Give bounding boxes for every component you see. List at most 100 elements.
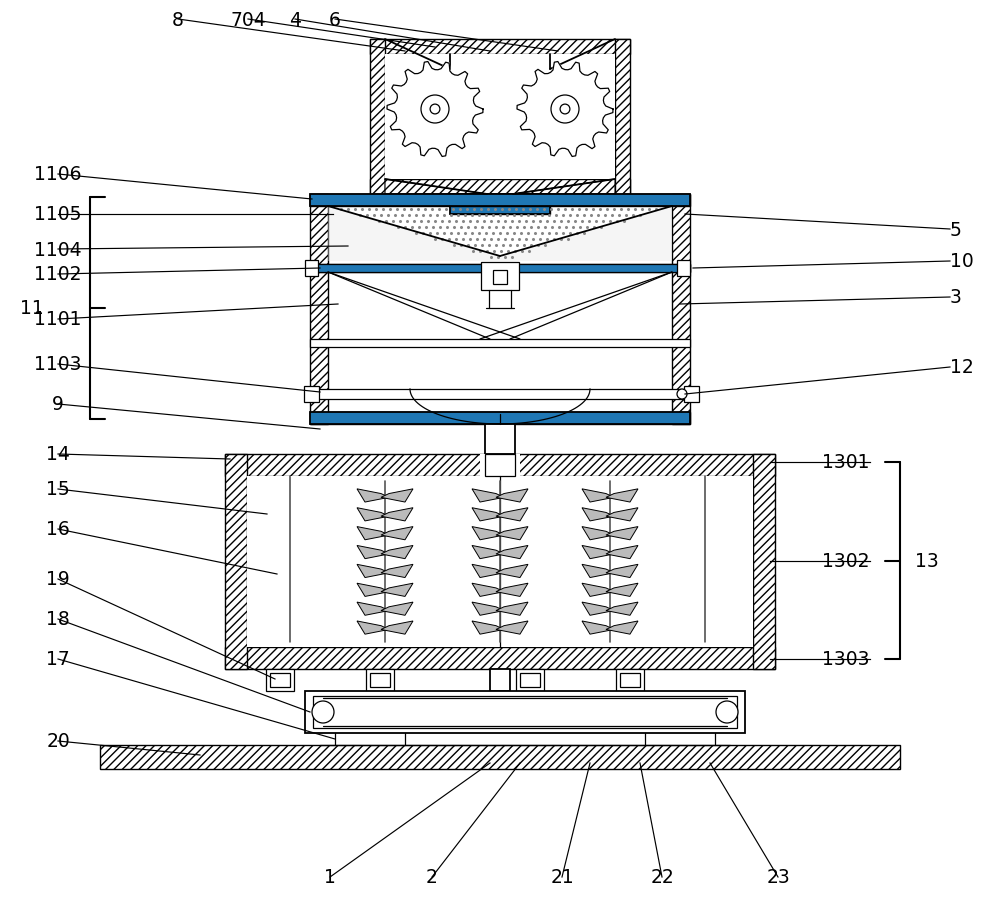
Bar bbox=[305, 261, 318, 276]
Text: 5: 5 bbox=[950, 220, 962, 239]
Polygon shape bbox=[606, 583, 638, 597]
Text: 3: 3 bbox=[950, 288, 962, 307]
Text: 16: 16 bbox=[46, 520, 70, 539]
Polygon shape bbox=[472, 602, 504, 616]
Text: 9: 9 bbox=[52, 396, 64, 414]
Text: 20: 20 bbox=[46, 731, 70, 750]
Polygon shape bbox=[357, 489, 389, 502]
Bar bbox=[616, 669, 644, 691]
Bar bbox=[310, 195, 690, 207]
Bar bbox=[481, 263, 519, 291]
Bar bbox=[310, 413, 690, 424]
Polygon shape bbox=[582, 527, 614, 540]
Polygon shape bbox=[606, 602, 638, 616]
Text: 22: 22 bbox=[650, 868, 674, 887]
Polygon shape bbox=[381, 621, 413, 635]
Bar bbox=[310, 195, 328, 424]
Text: 13: 13 bbox=[915, 552, 939, 571]
Bar bbox=[370, 40, 630, 55]
Bar bbox=[672, 195, 690, 424]
Text: 21: 21 bbox=[550, 868, 574, 887]
Bar bbox=[450, 195, 550, 215]
Polygon shape bbox=[381, 508, 413, 521]
Polygon shape bbox=[496, 508, 528, 521]
Bar bbox=[304, 386, 319, 403]
Bar bbox=[620, 674, 640, 687]
Polygon shape bbox=[357, 621, 389, 635]
Bar bbox=[493, 271, 507, 284]
Bar bbox=[485, 454, 515, 477]
Text: 1105: 1105 bbox=[34, 205, 82, 224]
Bar bbox=[370, 180, 630, 195]
Polygon shape bbox=[496, 527, 528, 540]
Text: 2: 2 bbox=[426, 868, 438, 887]
Text: 1: 1 bbox=[324, 868, 336, 887]
Bar bbox=[370, 40, 385, 195]
Text: 4: 4 bbox=[289, 11, 301, 30]
Polygon shape bbox=[517, 62, 613, 157]
Text: 1302: 1302 bbox=[822, 552, 870, 571]
Circle shape bbox=[421, 96, 449, 124]
Text: 23: 23 bbox=[766, 868, 790, 887]
Bar bbox=[270, 674, 290, 687]
Polygon shape bbox=[385, 180, 487, 195]
Text: 1102: 1102 bbox=[34, 265, 82, 284]
Bar bbox=[480, 454, 520, 477]
Polygon shape bbox=[606, 564, 638, 578]
Polygon shape bbox=[582, 508, 614, 521]
Polygon shape bbox=[606, 508, 638, 521]
Text: 10: 10 bbox=[950, 252, 974, 271]
Bar bbox=[225, 454, 775, 477]
Polygon shape bbox=[381, 545, 413, 559]
Polygon shape bbox=[381, 583, 413, 597]
Polygon shape bbox=[496, 545, 528, 559]
Polygon shape bbox=[472, 583, 504, 597]
Bar bbox=[310, 413, 690, 424]
Bar bbox=[677, 261, 690, 276]
Bar bbox=[310, 265, 690, 273]
Polygon shape bbox=[582, 602, 614, 616]
Polygon shape bbox=[357, 527, 389, 540]
Bar bbox=[247, 477, 753, 647]
Polygon shape bbox=[606, 545, 638, 559]
Text: 1104: 1104 bbox=[34, 240, 82, 259]
Bar bbox=[310, 195, 690, 207]
Text: 15: 15 bbox=[46, 480, 70, 499]
Bar bbox=[516, 669, 544, 691]
Text: 1101: 1101 bbox=[34, 310, 82, 329]
Polygon shape bbox=[357, 564, 389, 578]
Polygon shape bbox=[357, 583, 389, 597]
Text: 1301: 1301 bbox=[822, 453, 870, 472]
Bar bbox=[753, 454, 775, 669]
Polygon shape bbox=[357, 602, 389, 616]
Circle shape bbox=[312, 702, 334, 723]
Bar bbox=[366, 669, 394, 691]
Text: 1303: 1303 bbox=[822, 650, 870, 669]
Text: 17: 17 bbox=[46, 650, 70, 669]
Polygon shape bbox=[496, 602, 528, 616]
Polygon shape bbox=[472, 621, 504, 635]
Bar bbox=[520, 674, 540, 687]
Text: 8: 8 bbox=[172, 11, 184, 30]
Bar bbox=[266, 669, 294, 691]
Polygon shape bbox=[381, 564, 413, 578]
Text: 18: 18 bbox=[46, 610, 70, 628]
Polygon shape bbox=[496, 583, 528, 597]
Polygon shape bbox=[606, 527, 638, 540]
Polygon shape bbox=[496, 564, 528, 578]
Polygon shape bbox=[472, 564, 504, 578]
Polygon shape bbox=[606, 621, 638, 635]
Polygon shape bbox=[582, 621, 614, 635]
Polygon shape bbox=[387, 62, 483, 157]
Polygon shape bbox=[606, 489, 638, 502]
Polygon shape bbox=[582, 583, 614, 597]
Text: 14: 14 bbox=[46, 445, 70, 464]
Bar bbox=[385, 55, 615, 180]
Polygon shape bbox=[472, 508, 504, 521]
Text: 11: 11 bbox=[20, 299, 44, 318]
Bar bbox=[615, 40, 630, 195]
Bar bbox=[310, 340, 690, 348]
Polygon shape bbox=[496, 621, 528, 635]
Polygon shape bbox=[472, 527, 504, 540]
Bar bbox=[684, 386, 699, 403]
